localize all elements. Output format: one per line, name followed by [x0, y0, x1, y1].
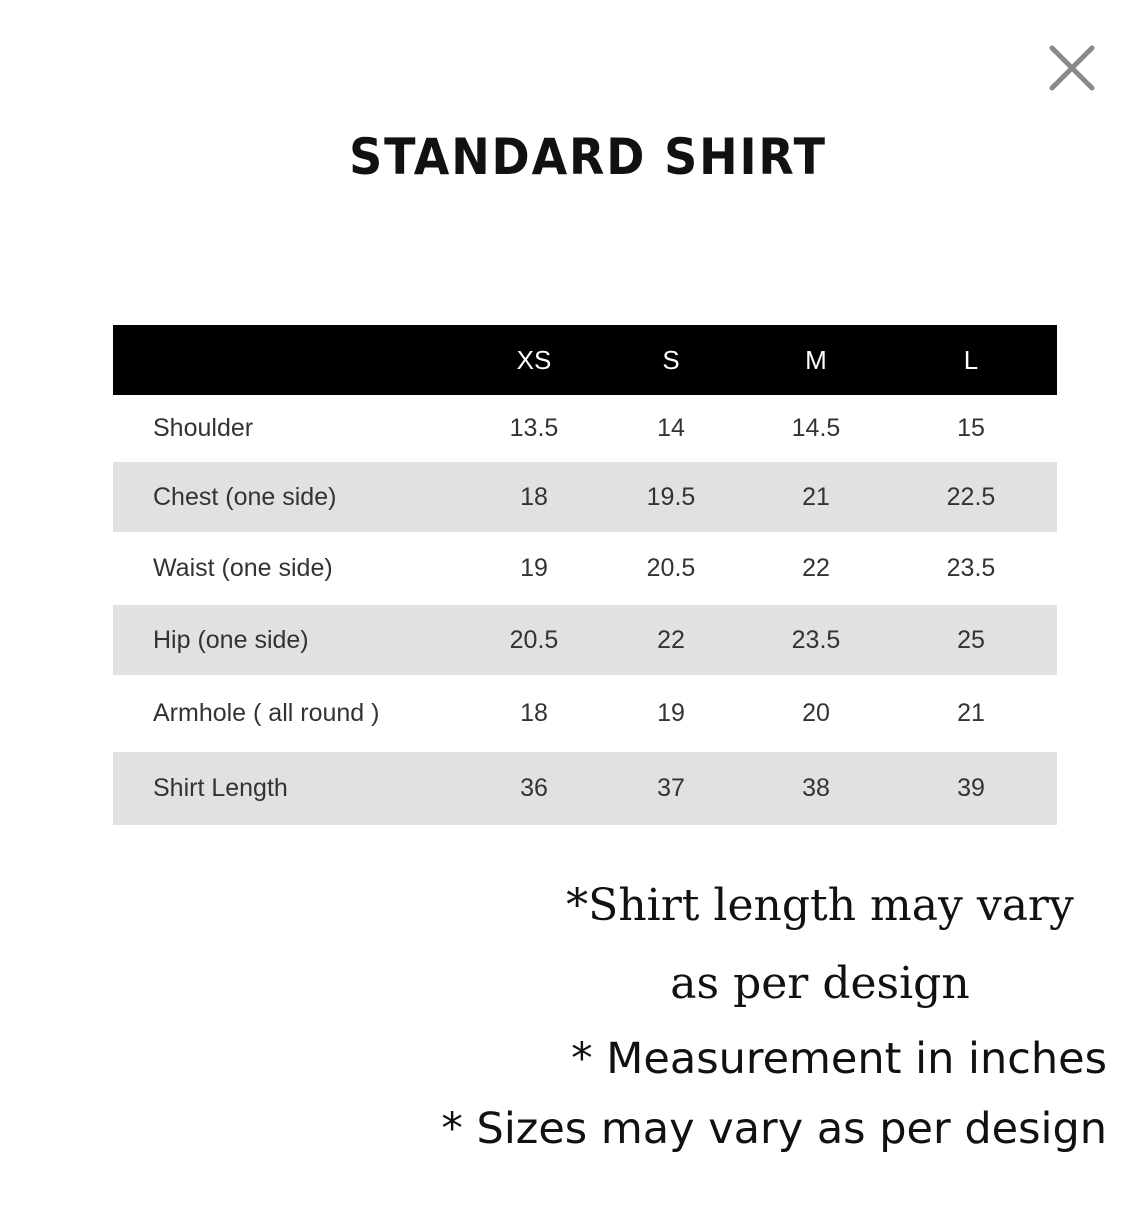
- table-row: Shoulder 13.5 14 14.5 15: [113, 395, 1057, 462]
- table-row: Armhole ( all round ) 18 19 20 21: [113, 675, 1057, 752]
- page-title: STANDARD SHIRT: [349, 128, 827, 186]
- cell-value: 22.5: [946, 482, 996, 511]
- cell-value: 38: [802, 774, 830, 802]
- cell-value: 36: [520, 774, 548, 802]
- table-row: Chest (one side) 18 19.5 21 22.5: [113, 462, 1057, 532]
- cell-value: 21: [957, 699, 985, 727]
- column-header-s: S: [662, 344, 680, 375]
- table-row: Shirt Length 36 37 38 39: [113, 752, 1057, 825]
- cell-value: 25: [957, 625, 985, 654]
- note-shirt-length: *Shirt length may vary: [566, 880, 1074, 931]
- cell-value: 20.5: [646, 554, 696, 582]
- cell-value: 15: [957, 414, 985, 442]
- cell-value: 22: [802, 554, 830, 582]
- cell-value: 37: [657, 774, 685, 802]
- note-sizes-vary: * Sizes may vary as per design: [441, 1104, 1107, 1154]
- cell-value: 19.5: [646, 482, 696, 511]
- close-button[interactable]: [1046, 42, 1098, 94]
- row-label: Hip (one side): [153, 625, 309, 654]
- cell-value: 14: [657, 414, 685, 442]
- row-label: Chest (one side): [153, 482, 337, 511]
- cell-value: 23.5: [791, 625, 841, 654]
- cell-value: 19: [657, 699, 685, 727]
- cell-value: 14.5: [791, 414, 841, 442]
- cell-value: 19: [520, 554, 548, 582]
- cell-value: 21: [802, 482, 830, 511]
- table-header: XS S M L: [113, 325, 1057, 395]
- row-label: Waist (one side): [153, 554, 333, 582]
- cell-value: 22: [657, 625, 685, 654]
- note-as-per-design: as per design: [670, 958, 970, 1009]
- cell-value: 18: [520, 482, 548, 511]
- column-header-xs: XS: [516, 344, 552, 375]
- cell-value: 13.5: [509, 414, 559, 442]
- cell-value: 39: [957, 774, 985, 802]
- close-x-icon: [1049, 45, 1095, 91]
- cell-value: 23.5: [946, 554, 996, 582]
- row-label: Shoulder: [153, 414, 254, 442]
- table-row: Waist (one side) 19 20.5 22 23.5: [113, 532, 1057, 605]
- row-label: Armhole ( all round ): [153, 699, 380, 727]
- table-row: Hip (one side) 20.5 22 23.5 25: [113, 605, 1057, 675]
- size-chart-table: XS S M L Shoulder 13.5 14 14.5 15 Chest (one …: [113, 325, 1057, 825]
- column-header-m: M: [805, 344, 827, 375]
- note-measurement-inches: * Measurement in inches: [571, 1034, 1107, 1084]
- column-header-l: L: [963, 344, 979, 375]
- row-label: Shirt Length: [153, 774, 288, 802]
- cell-value: 18: [520, 699, 548, 727]
- cell-value: 20.5: [509, 625, 559, 654]
- cell-value: 20: [802, 699, 830, 727]
